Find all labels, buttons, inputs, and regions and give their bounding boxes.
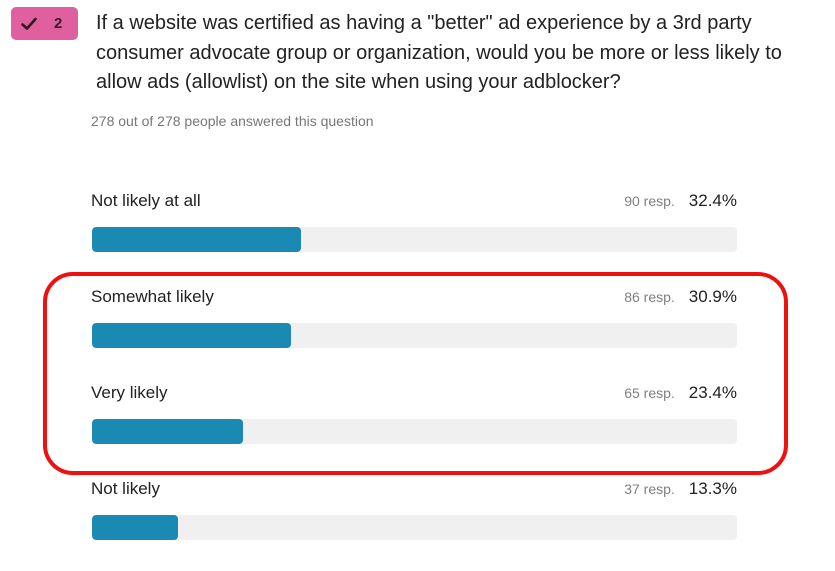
question-title: If a website was certified as having a "… bbox=[96, 12, 782, 93]
response-row: Somewhat likely 86 resp. 30.9% bbox=[91, 287, 737, 357]
bar-fill bbox=[92, 419, 243, 444]
bar-fill bbox=[92, 515, 178, 540]
question-number: 2 bbox=[54, 15, 63, 32]
question-number-badge: 2 bbox=[11, 7, 78, 40]
bar-track bbox=[92, 227, 737, 252]
response-count: 86 resp. bbox=[624, 289, 675, 305]
response-count: 90 resp. bbox=[624, 193, 675, 209]
percentage-label: 23.4% bbox=[688, 383, 737, 402]
bar-fill bbox=[92, 227, 301, 252]
option-label: Not likely at all bbox=[91, 191, 201, 210]
option-label: Somewhat likely bbox=[91, 287, 214, 306]
option-stats: 65 resp. 23.4% bbox=[624, 383, 737, 403]
option-stats: 37 resp. 13.3% bbox=[624, 479, 737, 499]
percentage-label: 13.3% bbox=[688, 479, 737, 498]
answered-count: 278 out of 278 people answered this ques… bbox=[91, 113, 374, 129]
bar-track bbox=[92, 323, 737, 348]
option-label: Very likely bbox=[91, 383, 168, 402]
option-stats: 86 resp. 30.9% bbox=[624, 287, 737, 307]
percentage-label: 30.9% bbox=[688, 287, 737, 306]
option-stats: 90 resp. 32.4% bbox=[624, 191, 737, 211]
check-icon bbox=[21, 17, 37, 31]
percentage-label: 32.4% bbox=[688, 191, 737, 210]
bar-track bbox=[92, 419, 737, 444]
response-row: Not likely at all 90 resp. 32.4% bbox=[91, 191, 737, 261]
response-count: 37 resp. bbox=[624, 481, 675, 497]
bar-fill bbox=[92, 323, 292, 348]
bar-track bbox=[92, 515, 737, 540]
option-label: Not likely bbox=[91, 479, 160, 498]
response-count: 65 resp. bbox=[624, 385, 675, 401]
response-row: Not likely 37 resp. 13.3% bbox=[91, 479, 737, 549]
response-row: Very likely 65 resp. 23.4% bbox=[91, 383, 737, 453]
